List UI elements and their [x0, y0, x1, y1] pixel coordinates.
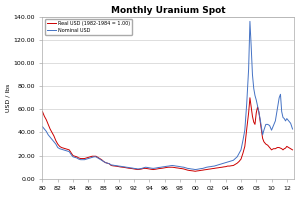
Real USD (1982-1984 = 1.00)	[194, 170, 197, 172]
Nominal USD	[230, 160, 233, 162]
Nominal USD	[260, 125, 263, 128]
Real USD (1982-1984 = 1.00)	[41, 111, 44, 113]
Nominal USD	[136, 168, 140, 170]
Real USD (1982-1984 = 1.00)	[144, 167, 147, 170]
Real USD (1982-1984 = 1.00)	[289, 148, 292, 150]
Real USD (1982-1984 = 1.00)	[190, 170, 193, 172]
Real USD (1982-1984 = 1.00)	[230, 164, 233, 167]
Real USD (1982-1984 = 1.00)	[136, 168, 140, 171]
Nominal USD	[291, 128, 294, 130]
Nominal USD	[190, 168, 193, 170]
Nominal USD	[194, 168, 197, 171]
Line: Real USD (1982-1984 = 1.00): Real USD (1982-1984 = 1.00)	[43, 98, 292, 171]
Nominal USD	[41, 125, 44, 128]
Y-axis label: USD / lbs: USD / lbs	[6, 84, 10, 112]
Nominal USD	[144, 166, 147, 168]
Nominal USD	[248, 20, 252, 22]
Nominal USD	[289, 122, 292, 125]
Real USD (1982-1984 = 1.00)	[291, 149, 294, 151]
Legend: Real USD (1982-1984 = 1.00), Nominal USD: Real USD (1982-1984 = 1.00), Nominal USD	[45, 19, 132, 34]
Line: Nominal USD: Nominal USD	[43, 21, 292, 170]
Title: Monthly Uranium Spot: Monthly Uranium Spot	[111, 6, 226, 15]
Real USD (1982-1984 = 1.00)	[260, 129, 263, 131]
Real USD (1982-1984 = 1.00)	[248, 97, 252, 99]
